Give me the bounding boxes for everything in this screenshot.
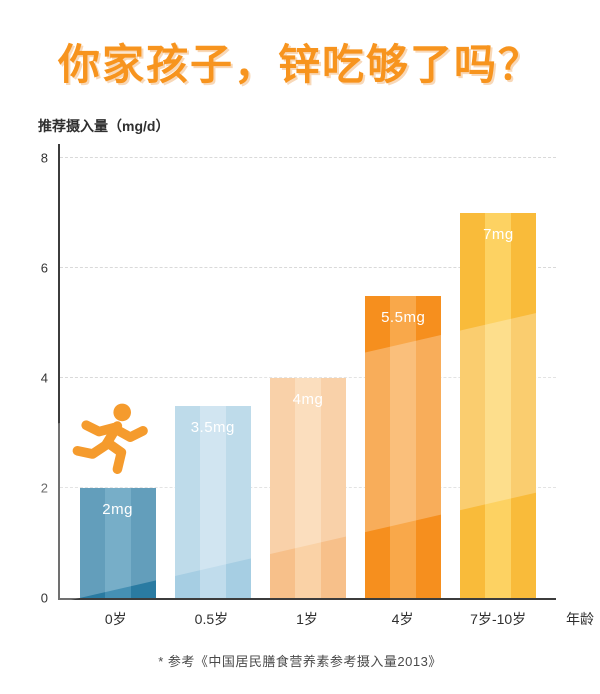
gridline-8: [60, 157, 556, 158]
y-tick-label-6: 6: [40, 260, 48, 276]
bar-value-label: 7mg: [483, 226, 514, 243]
bar-column: 4mg: [260, 158, 355, 598]
bar-column: 3.5mg: [165, 158, 260, 598]
bar-7岁-10岁: 7mg: [460, 213, 537, 598]
y-tick-label-0: 0: [40, 590, 48, 606]
bar-column: 7mg: [451, 158, 546, 598]
x-axis-title: 年龄: [566, 611, 594, 627]
bar-value-label: 4mg: [292, 391, 324, 408]
y-tick-label-2: 2: [40, 480, 48, 496]
bar-1岁: 4mg: [270, 378, 346, 598]
bar-4岁: 5.5mg: [365, 295, 442, 598]
plot-area: 0 2 4 6 8 2mg 3.5mg 4mg 5.5mg 7mg: [17, 152, 599, 605]
x-tick-label-0.5岁: 0.5岁: [194, 611, 229, 627]
bars: 2mg 3.5mg 4mg 5.5mg 7mg: [60, 158, 556, 598]
bar-value-label: 5.5mg: [381, 308, 426, 326]
y-tick-label-8: 8: [40, 150, 48, 166]
x-tick-label-4岁: 4岁: [391, 611, 414, 627]
bar-0岁: 2mg: [79, 488, 156, 598]
x-axis: 0岁 0.5岁 1岁 4岁 7岁-10岁 年龄: [58, 609, 594, 629]
page-title: 你家孩子，锌吃够了吗？: [57, 41, 542, 88]
x-tick-label-7岁-10岁: 7岁-10岁: [470, 611, 527, 627]
bar-column: 2mg: [70, 158, 165, 598]
bar-column: 5.5mg: [356, 158, 451, 598]
x-tick-label-1岁: 1岁: [296, 611, 318, 627]
plot-frame: 0 2 4 6 8 2mg 3.5mg 4mg 5.5mg 7mg: [17, 144, 599, 605]
bar-0.5岁: 3.5mg: [174, 405, 251, 598]
zinc-bar-chart: 推荐摄入量（mg/d） 0 2 4 6 8 2mg 3.5mg 4mg 5.5mg 7mg 0岁: [17, 116, 599, 629]
gridline-6: [60, 267, 556, 268]
x-tick-label-0岁: 0岁: [104, 611, 127, 627]
y-tick-label-4: 4: [40, 370, 48, 386]
bar-value-label: 2mg: [102, 501, 133, 518]
y-axis-title: 推荐摄入量（mg/d）: [38, 118, 170, 134]
gridline-4: [60, 377, 556, 378]
bar-value-label: 3.5mg: [190, 418, 235, 436]
footnote: * 参考《中国居民膳食营养素参考摄入量2013》: [158, 654, 442, 669]
